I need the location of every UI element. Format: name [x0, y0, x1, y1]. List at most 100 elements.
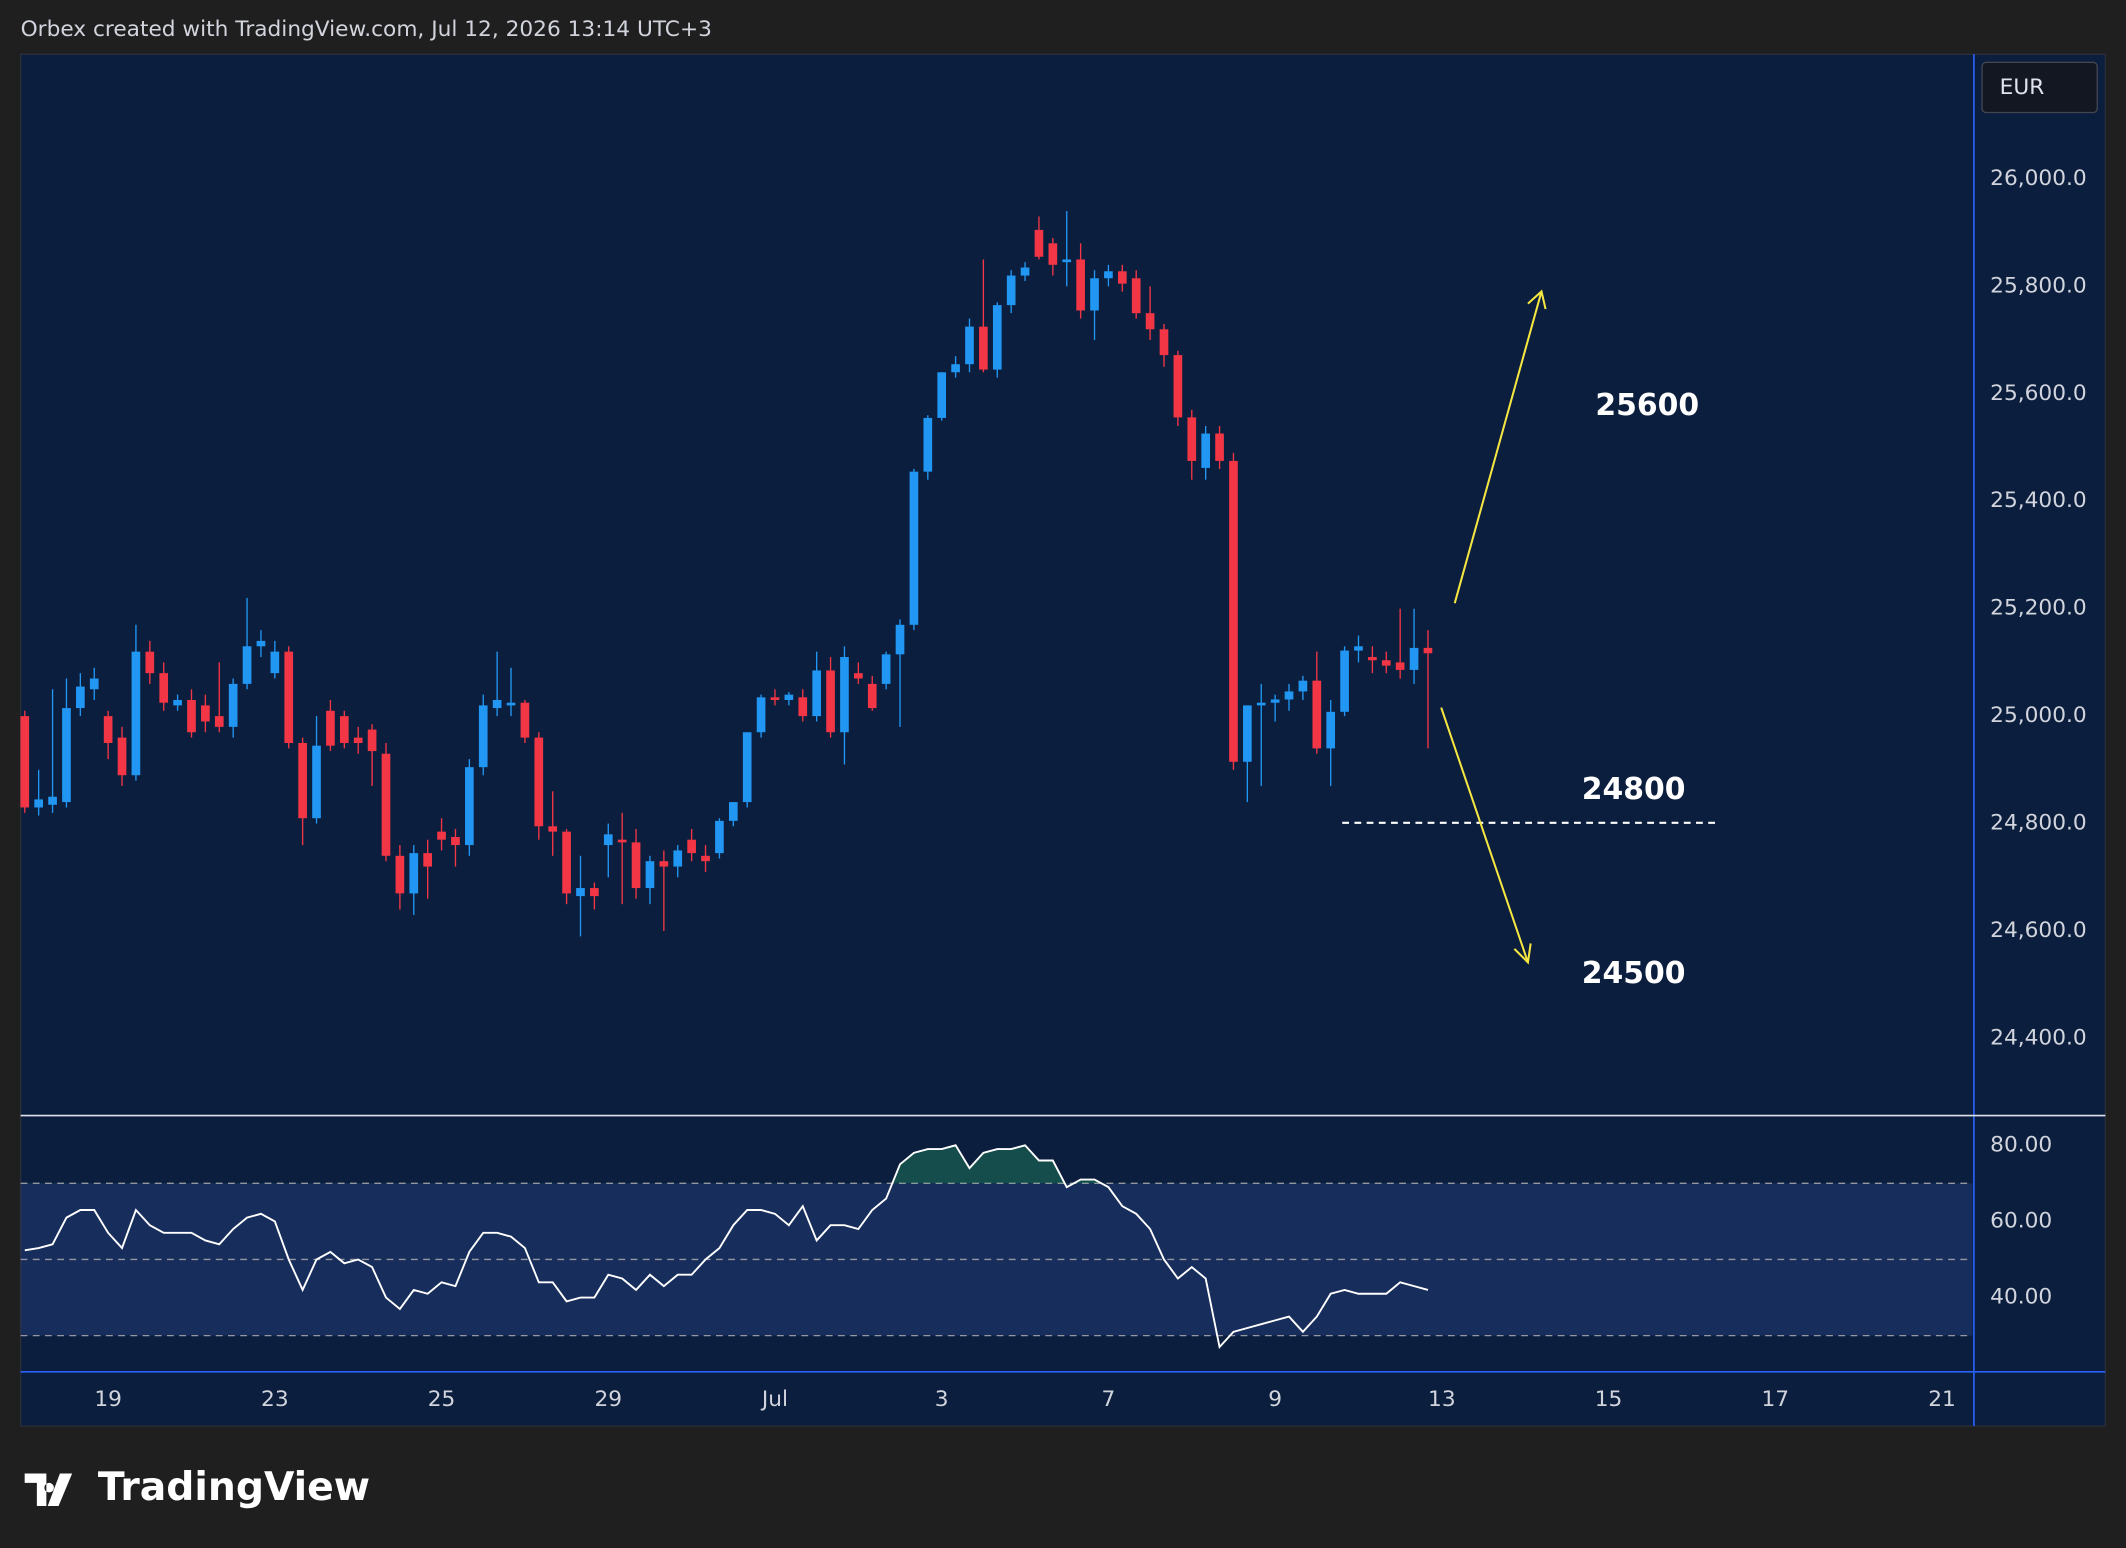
candle-body [1062, 259, 1072, 263]
candle-body [506, 702, 516, 706]
x-tick-label: 9 [1268, 1387, 1282, 1412]
candle-body [590, 888, 599, 897]
candle-body [1159, 329, 1169, 356]
candle-body [298, 742, 307, 819]
candle-body [1395, 662, 1405, 670]
x-tick-label: 15 [1595, 1387, 1623, 1412]
candle-body [1243, 705, 1252, 762]
logo-icon [24, 1473, 73, 1506]
annotation: 25600 [1595, 388, 1699, 423]
candle-body [1284, 691, 1294, 700]
y-tick-label: 25,200.0 [1990, 596, 2087, 621]
arrow-down-head [1513, 943, 1532, 965]
arrow-down [1440, 707, 1529, 963]
candle-body [909, 471, 919, 625]
candle-body [145, 651, 155, 674]
candle-body [312, 745, 321, 819]
y-tick-label: 25,000.0 [1990, 703, 2087, 728]
candle-body [728, 802, 738, 821]
candle-body [326, 710, 335, 746]
candle-body [1381, 660, 1391, 666]
candle-body [367, 729, 377, 752]
annotation: 24500 [1582, 956, 1686, 991]
candle-body [117, 737, 127, 776]
candle-body [159, 673, 169, 703]
candle-body [1215, 433, 1224, 461]
currency-box[interactable] [1981, 61, 2098, 114]
candle-body [1048, 243, 1058, 265]
candle-body [1229, 460, 1238, 762]
candle-body [20, 716, 30, 808]
candle-body [478, 705, 488, 768]
candle-body [173, 700, 182, 706]
candle-body [1076, 259, 1085, 311]
candle-body [854, 673, 863, 679]
candle-body [1034, 229, 1044, 257]
candle-body [201, 705, 210, 722]
y-tick-label: 24,600.0 [1990, 918, 2087, 943]
candle-body [1298, 680, 1308, 692]
candle-body [89, 678, 99, 690]
candle-body [840, 657, 849, 733]
candle-body [284, 651, 294, 743]
logo: TradingView [24, 1465, 370, 1510]
y-tick-label: 24,400.0 [1990, 1025, 2087, 1050]
candle-body [951, 364, 960, 373]
candle-body [465, 767, 474, 846]
candle-body [1409, 647, 1419, 670]
header-text: Orbex created with TradingView.com, Jul … [21, 17, 712, 42]
candle-body [34, 799, 44, 808]
candle-body [548, 826, 558, 832]
arrow-up-head [1527, 289, 1547, 310]
candle-body [756, 697, 766, 733]
x-tick-label: 3 [935, 1387, 949, 1412]
candle-body [965, 326, 974, 365]
x-tick-label: 25 [428, 1387, 456, 1412]
candle-body [534, 737, 544, 827]
candle-body [1020, 267, 1030, 276]
candle-body [520, 702, 530, 738]
candle-body [1270, 699, 1280, 703]
candle-body [62, 708, 71, 803]
candle-body [645, 861, 655, 889]
x-tick-label: 19 [94, 1387, 122, 1412]
candle-body [1117, 271, 1127, 284]
candle-body [812, 670, 822, 717]
candle-body [701, 855, 710, 862]
currency-label[interactable]: EUR [2000, 75, 2045, 100]
candle-body [562, 831, 571, 894]
y-tick-label: 60.00 [1990, 1208, 2052, 1233]
candle-body [451, 837, 460, 846]
candle-body [242, 646, 252, 684]
candle-body [742, 732, 752, 803]
x-tick-label: 23 [261, 1387, 289, 1412]
candle-body [492, 700, 502, 709]
candle-body [979, 326, 988, 370]
candle-body [784, 694, 794, 701]
candle-body [867, 683, 877, 709]
y-tick-label: 25,400.0 [1990, 488, 2087, 513]
x-tick-label: 29 [594, 1387, 622, 1412]
arrows [1440, 289, 1547, 965]
candle-body [1340, 650, 1349, 712]
candle-body [228, 683, 238, 727]
candle-body [576, 888, 585, 897]
candle-body [339, 716, 349, 743]
candle-body [1354, 646, 1363, 651]
candle-body [1173, 355, 1183, 418]
candle-body [770, 697, 780, 701]
candle-body [1131, 278, 1141, 314]
x-tick-label: 21 [1928, 1387, 1956, 1412]
candle-body [187, 700, 196, 733]
candle-body [631, 842, 641, 889]
y-tick-label: 26,000.0 [1990, 166, 2087, 191]
candle-body [1187, 417, 1197, 461]
y-tick-label: 40.00 [1990, 1285, 2052, 1310]
candle-body [881, 654, 891, 684]
logo-text: TradingView [98, 1465, 370, 1510]
candle-body [1326, 711, 1336, 749]
y-tick-label: 80.00 [1990, 1132, 2052, 1157]
candle-body [1201, 433, 1211, 468]
